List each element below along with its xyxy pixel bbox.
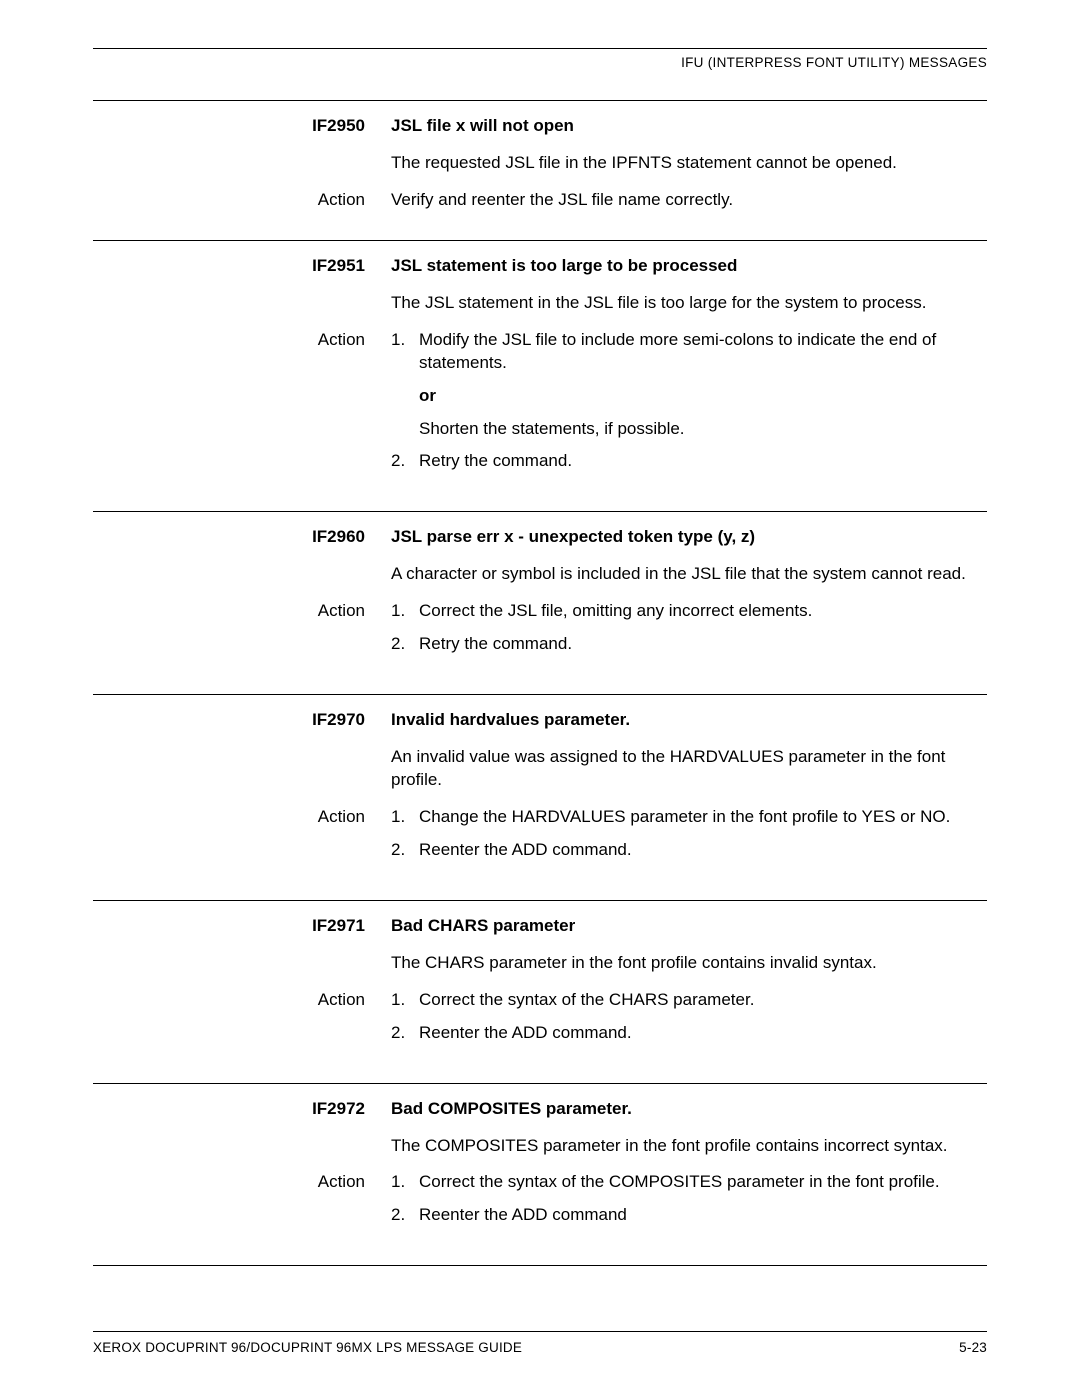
title-row: IF2971Bad CHARS parameter The CHARS param… (93, 915, 987, 979)
action-content: Correct the syntax of the CHARS paramete… (391, 989, 987, 1055)
message-title-cell: Bad CHARS parameter The CHARS parameter i… (391, 915, 987, 979)
message-section: IF2972Bad COMPOSITES parameter. The COMPO… (93, 1083, 987, 1266)
message-title: Invalid hardvalues parameter. (391, 709, 987, 732)
action-content: Correct the JSL file, omitting any incor… (391, 600, 987, 666)
message-section: IF2960JSL parse err x - unexpected token… (93, 511, 987, 694)
message-title-cell: Invalid hardvalues parameter. An invalid … (391, 709, 987, 796)
action-row: Action Correct the syntax of the COMPOSIT… (93, 1171, 987, 1237)
closing-rule (93, 1265, 987, 1266)
title-row: IF2972Bad COMPOSITES parameter. The COMPO… (93, 1098, 987, 1162)
step-text: Reenter the ADD command. (419, 1022, 987, 1045)
or-separator: or (419, 385, 987, 408)
action-step: Retry the command. (391, 633, 987, 656)
step-text: Correct the syntax of the CHARS paramete… (419, 989, 987, 1012)
message-description: The requested JSL file in the IPFNTS sta… (391, 152, 987, 175)
action-label: Action (93, 989, 391, 1055)
message-section: IF2970Invalid hardvalues parameter. An in… (93, 694, 987, 900)
step-text: Retry the command. (419, 633, 987, 656)
message-description: The COMPOSITES parameter in the font pro… (391, 1135, 987, 1158)
header-rule (93, 48, 987, 49)
action-content: Change the HARDVALUES parameter in the f… (391, 806, 987, 872)
message-code: IF2951 (93, 255, 391, 319)
sections-container: IF2950JSL file x will not open The reques… (93, 100, 987, 1266)
page-header: IFU (INTERPRESS FONT UTILITY) MESSAGES (93, 55, 987, 70)
step-text: Retry the command. (419, 450, 987, 473)
action-label: Action (93, 1171, 391, 1237)
message-description: An invalid value was assigned to the HAR… (391, 746, 987, 792)
action-content: Modify the JSL file to include more semi… (391, 329, 987, 484)
message-section: IF2950JSL file x will not open The reques… (93, 100, 987, 240)
action-row: Action Correct the syntax of the CHARS pa… (93, 989, 987, 1055)
action-row: ActionVerify and reenter the JSL file na… (93, 189, 987, 212)
message-description: The CHARS parameter in the font profile … (391, 952, 987, 975)
step-text: Reenter the ADD command. (419, 839, 987, 862)
message-code: IF2970 (93, 709, 391, 796)
action-step: Reenter the ADD command. (391, 1022, 987, 1045)
action-steps: Correct the syntax of the CHARS paramete… (391, 989, 987, 1045)
action-step: Modify the JSL file to include more semi… (391, 329, 987, 441)
title-row: IF2970Invalid hardvalues parameter. An in… (93, 709, 987, 796)
action-step: Reenter the ADD command (391, 1204, 987, 1227)
step-alt-text: Shorten the statements, if possible. (419, 418, 987, 441)
title-row: IF2951JSL statement is too large to be p… (93, 255, 987, 319)
message-title-cell: JSL file x will not open The requested JS… (391, 115, 987, 179)
message-code: IF2972 (93, 1098, 391, 1162)
message-title: JSL statement is too large to be process… (391, 255, 987, 278)
message-title: JSL file x will not open (391, 115, 987, 138)
action-step: Correct the syntax of the CHARS paramete… (391, 989, 987, 1012)
message-code: IF2971 (93, 915, 391, 979)
message-title: Bad CHARS parameter (391, 915, 987, 938)
message-title-cell: Bad COMPOSITES parameter. The COMPOSITES … (391, 1098, 987, 1162)
title-row: IF2950JSL file x will not open The reques… (93, 115, 987, 179)
action-label: Action (93, 600, 391, 666)
footer-right: 5-23 (959, 1340, 987, 1355)
action-label: Action (93, 329, 391, 484)
action-content: Verify and reenter the JSL file name cor… (391, 189, 987, 212)
action-steps: Correct the syntax of the COMPOSITES par… (391, 1171, 987, 1227)
message-code: IF2950 (93, 115, 391, 179)
message-section: IF2951JSL statement is too large to be p… (93, 240, 987, 512)
action-text: Verify and reenter the JSL file name cor… (391, 189, 987, 212)
action-step: Correct the syntax of the COMPOSITES par… (391, 1171, 987, 1194)
title-row: IF2960JSL parse err x - unexpected token… (93, 526, 987, 590)
message-code: IF2960 (93, 526, 391, 590)
page-footer: XEROX DOCUPRINT 96/DOCUPRINT 96MX LPS ME… (93, 1331, 987, 1355)
action-steps: Change the HARDVALUES parameter in the f… (391, 806, 987, 862)
action-step: Reenter the ADD command. (391, 839, 987, 862)
message-description: A character or symbol is included in the… (391, 563, 987, 586)
action-row: Action Correct the JSL file, omitting any… (93, 600, 987, 666)
action-step: Change the HARDVALUES parameter in the f… (391, 806, 987, 829)
action-row: Action Change the HARDVALUES parameter in… (93, 806, 987, 872)
action-step: Retry the command. (391, 450, 987, 473)
page: IFU (INTERPRESS FONT UTILITY) MESSAGES I… (0, 0, 1080, 1306)
action-row: Action Modify the JSL file to include mor… (93, 329, 987, 484)
message-title-cell: JSL parse err x - unexpected token type … (391, 526, 987, 590)
message-description: The JSL statement in the JSL file is too… (391, 292, 987, 315)
footer-left: XEROX DOCUPRINT 96/DOCUPRINT 96MX LPS ME… (93, 1340, 522, 1355)
message-title-cell: JSL statement is too large to be process… (391, 255, 987, 319)
step-text: Correct the JSL file, omitting any incor… (419, 600, 987, 623)
step-text: Change the HARDVALUES parameter in the f… (419, 806, 987, 829)
action-steps: Modify the JSL file to include more semi… (391, 329, 987, 474)
action-step: Correct the JSL file, omitting any incor… (391, 600, 987, 623)
action-steps: Correct the JSL file, omitting any incor… (391, 600, 987, 656)
message-title: JSL parse err x - unexpected token type … (391, 526, 987, 549)
action-label: Action (93, 189, 391, 212)
message-title: Bad COMPOSITES parameter. (391, 1098, 987, 1121)
action-content: Correct the syntax of the COMPOSITES par… (391, 1171, 987, 1237)
message-section: IF2971Bad CHARS parameter The CHARS param… (93, 900, 987, 1083)
step-text: Correct the syntax of the COMPOSITES par… (419, 1171, 987, 1194)
action-label: Action (93, 806, 391, 872)
step-text: Reenter the ADD command (419, 1204, 987, 1227)
step-text: Modify the JSL file to include more semi… (419, 329, 987, 375)
